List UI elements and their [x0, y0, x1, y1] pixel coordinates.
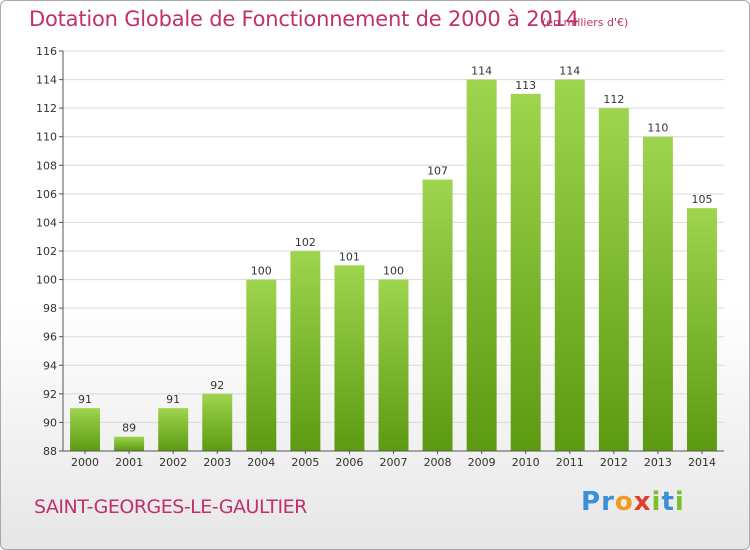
y-tick-label: 106 [36, 188, 57, 201]
bar[interactable] [422, 179, 453, 452]
y-tick-label: 98 [43, 302, 57, 315]
y-tick-label: 92 [43, 388, 57, 401]
logo-letter: i [651, 487, 662, 517]
x-tick-label: 2008 [424, 456, 452, 469]
x-tick-label: 2006 [335, 456, 363, 469]
axes: 88 90 92 94 96 98 100 102 104 106 108 110 112 114 116 2… [36, 45, 724, 469]
x-tick-label: 2009 [468, 456, 496, 469]
bar-value-label: 92 [210, 379, 224, 392]
bar[interactable] [554, 79, 585, 452]
y-tick-label: 104 [36, 216, 57, 229]
proxiti-logo[interactable]: Proxiti [581, 487, 685, 517]
logo-letter: i [674, 487, 685, 517]
chart-title: Dotation Globale de Fonctionnement de 20… [29, 7, 579, 31]
commune-name: SAINT-GEORGES-LE-GAULTIER [34, 496, 307, 518]
y-tick-label: 102 [36, 245, 57, 258]
bar[interactable] [202, 393, 233, 451]
bar[interactable] [378, 279, 409, 451]
y-tick-label: 110 [36, 131, 57, 144]
y-tick-label: 90 [43, 416, 57, 429]
bar-value-label: 113 [515, 79, 536, 92]
bar[interactable] [334, 265, 365, 451]
logo-letter: o [614, 487, 634, 517]
y-tick-label: 112 [36, 102, 57, 115]
x-tick-label: 2000 [71, 456, 99, 469]
bar[interactable] [510, 93, 541, 451]
y-tick-label: 100 [36, 274, 57, 287]
y-tick-label: 96 [43, 331, 57, 344]
chart-subtitle: (en milliers d'€) [542, 16, 629, 29]
bar-value-label: 91 [78, 393, 92, 406]
bar-value-label: 112 [603, 93, 624, 106]
x-tick-label: 2001 [115, 456, 143, 469]
bar-value-label: 101 [339, 250, 360, 263]
bar[interactable] [598, 108, 629, 452]
bar-value-label: 105 [691, 193, 712, 206]
y-tick-label: 88 [43, 445, 57, 458]
y-tick-label: 116 [36, 45, 57, 58]
bar[interactable] [466, 79, 497, 452]
x-tick-label: 2007 [380, 456, 408, 469]
bar-value-label: 91 [166, 393, 180, 406]
y-tick-label: 114 [36, 74, 57, 87]
logo-letter: x [633, 487, 652, 517]
logo-letter: r [601, 487, 615, 517]
bar[interactable] [642, 136, 673, 451]
y-tick-label: 94 [43, 359, 57, 372]
bar-value-label: 102 [295, 236, 316, 249]
bars: 91 89 91 92 100 102 101 100 107 114 113 114 112 110 10… [70, 65, 717, 452]
x-tick-label: 2013 [644, 456, 672, 469]
bar[interactable] [290, 251, 321, 451]
x-tick-label: 2010 [512, 456, 540, 469]
x-tick-label: 2012 [600, 456, 628, 469]
bar-value-label: 89 [122, 422, 136, 435]
x-tick-label: 2005 [291, 456, 319, 469]
logo-letter: t [661, 487, 675, 517]
bar-value-label: 110 [647, 122, 668, 135]
bar[interactable] [686, 208, 717, 451]
x-tick-label: 2004 [247, 456, 275, 469]
bar-value-label: 100 [383, 265, 404, 278]
bar-value-label: 100 [251, 265, 272, 278]
x-tick-label: 2011 [556, 456, 584, 469]
y-tick-label: 108 [36, 159, 57, 172]
x-tick-label: 2003 [203, 456, 231, 469]
bar[interactable] [246, 279, 277, 451]
bar[interactable] [70, 408, 101, 451]
bar-value-label: 114 [471, 65, 492, 78]
bar-value-label: 107 [427, 165, 448, 178]
x-tick-label: 2002 [159, 456, 187, 469]
x-tick-label: 2014 [688, 456, 716, 469]
logo-letter: P [581, 487, 602, 517]
bar[interactable] [158, 408, 189, 451]
bar[interactable] [114, 436, 145, 451]
bar-value-label: 114 [559, 65, 580, 78]
